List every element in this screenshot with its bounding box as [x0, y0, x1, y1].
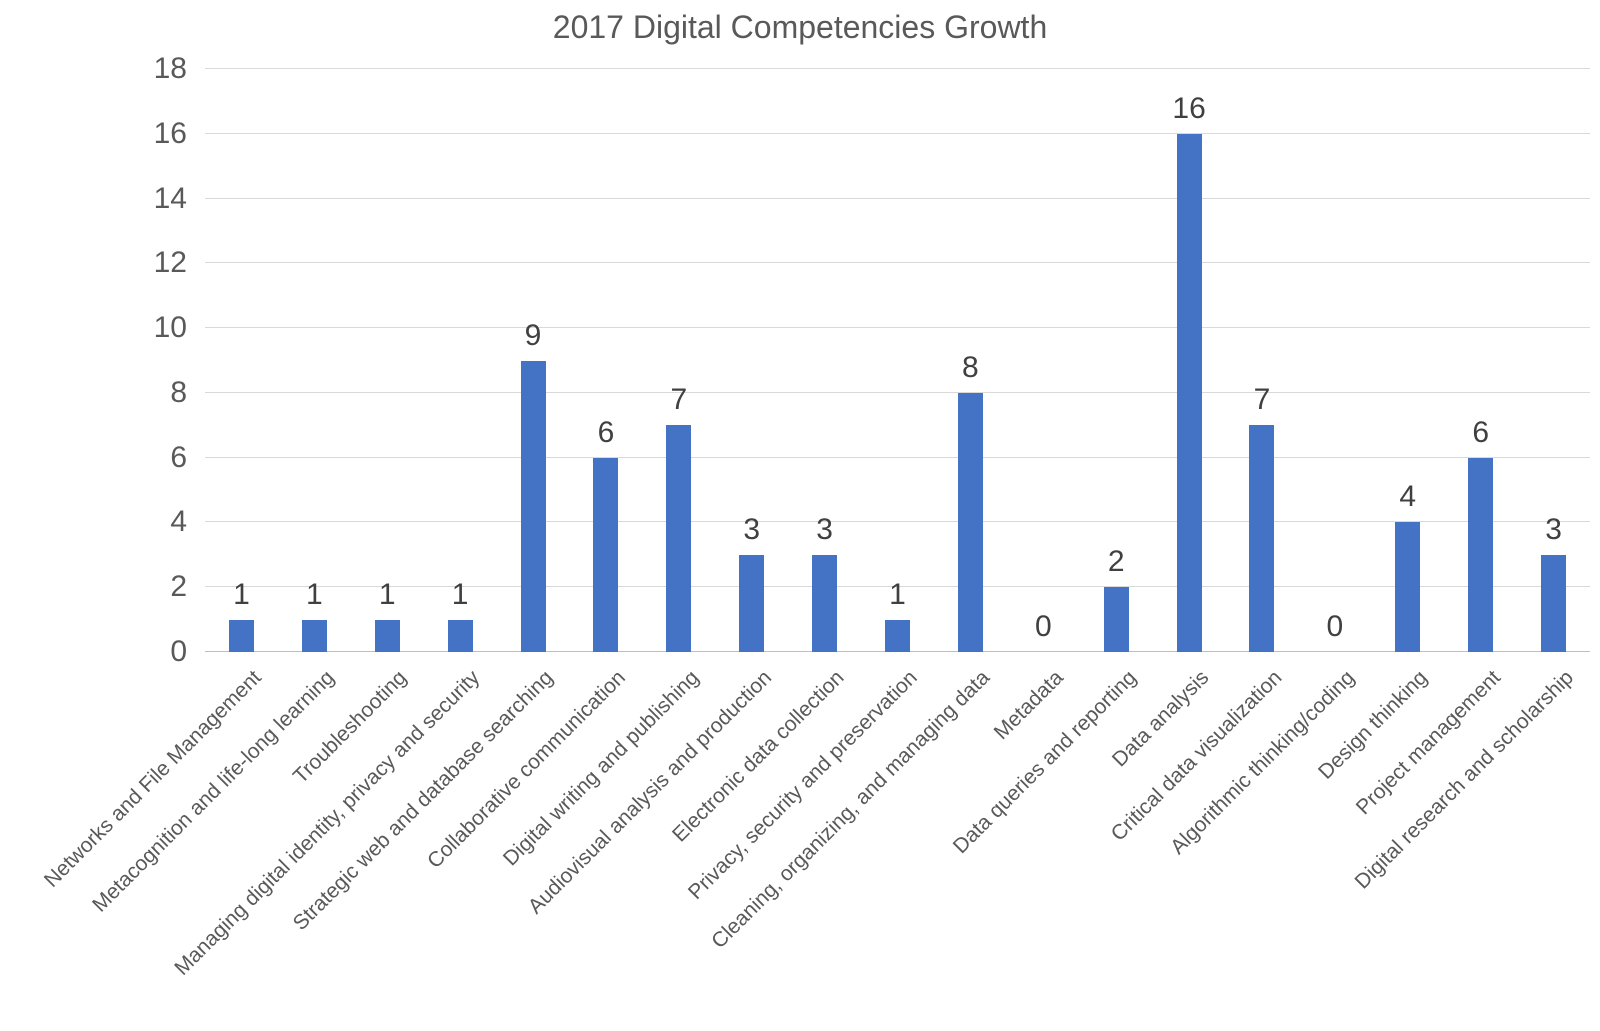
bar: [1176, 133, 1202, 652]
gridline: [205, 68, 1590, 69]
gridline: [205, 521, 1590, 523]
x-axis-category-label: Strategic web and database searching: [288, 666, 558, 935]
bar-value-label: 0: [1034, 610, 1052, 643]
bar-value-label: 8: [962, 350, 979, 384]
gridline: [205, 262, 1590, 264]
bar: [1103, 587, 1129, 652]
y-axis-tick-label: 4: [170, 505, 187, 539]
bar: [447, 619, 473, 652]
y-axis-tick-label: 8: [170, 375, 187, 409]
gridline: [205, 197, 1590, 199]
bar-value-label: 1: [305, 577, 323, 611]
bar-value-label: 4: [1399, 480, 1417, 514]
bar: [1468, 457, 1494, 652]
bar-value-label: 1: [451, 577, 469, 611]
gridline: [205, 391, 1590, 393]
plot-area: 0 2 4 6 8 10 12 14 16 18 1 Networks and File Manage…: [40, 54, 1590, 980]
bar: [1395, 522, 1421, 652]
bar-value-label: 1: [378, 577, 396, 611]
y-axis-tick-label: 6: [170, 440, 187, 474]
x-axis-category-label: Metadata: [989, 666, 1068, 745]
bar: [374, 619, 400, 652]
gridline: [205, 586, 1590, 588]
bar-value-label: 7: [1253, 383, 1271, 417]
bar: [885, 619, 910, 652]
y-axis-tick-label: 2: [170, 570, 187, 604]
bar-value-label: 3: [816, 512, 833, 546]
bar: [228, 619, 254, 652]
gridline: [205, 456, 1590, 458]
bar: [593, 457, 619, 652]
x-axis-category-label: Cleaning, organizing, and managing data: [707, 666, 995, 954]
bar-value-label: 1: [889, 577, 906, 611]
y-axis-tick-label: 10: [153, 311, 187, 345]
bar-value-label: 3: [1545, 512, 1562, 546]
chart-title: 2017 Digital Competencies Growth: [552, 9, 1048, 45]
bar-value-label: 16: [1172, 91, 1206, 125]
bar: [739, 554, 765, 652]
y-axis-tick-label: 14: [153, 181, 187, 215]
bar-value-label: 2: [1107, 545, 1125, 579]
bar: [957, 392, 983, 652]
gridline: [205, 132, 1590, 134]
y-axis-tick-label: 12: [153, 246, 187, 280]
gridline: [205, 327, 1590, 329]
bar-value-label: 3: [743, 512, 761, 546]
bar-value-label: 9: [524, 318, 542, 352]
bar-value-label: 1: [233, 577, 250, 611]
bar: [301, 619, 327, 652]
y-axis-tick-label: 16: [153, 116, 187, 150]
bar: [1249, 425, 1275, 652]
bar: [1541, 554, 1567, 652]
bar-value-label: 0: [1326, 610, 1344, 643]
bar-value-label: 6: [597, 415, 615, 449]
x-axis-category-label: Project management: [1351, 666, 1505, 820]
bar-value-label: 6: [1472, 415, 1489, 449]
bar: [520, 360, 546, 652]
bar: [666, 425, 692, 652]
y-axis-tick-label: 0: [170, 635, 187, 668]
bar: [812, 554, 838, 652]
y-axis-tick-label: 18: [153, 52, 187, 85]
bar-value-label: 7: [670, 383, 688, 417]
